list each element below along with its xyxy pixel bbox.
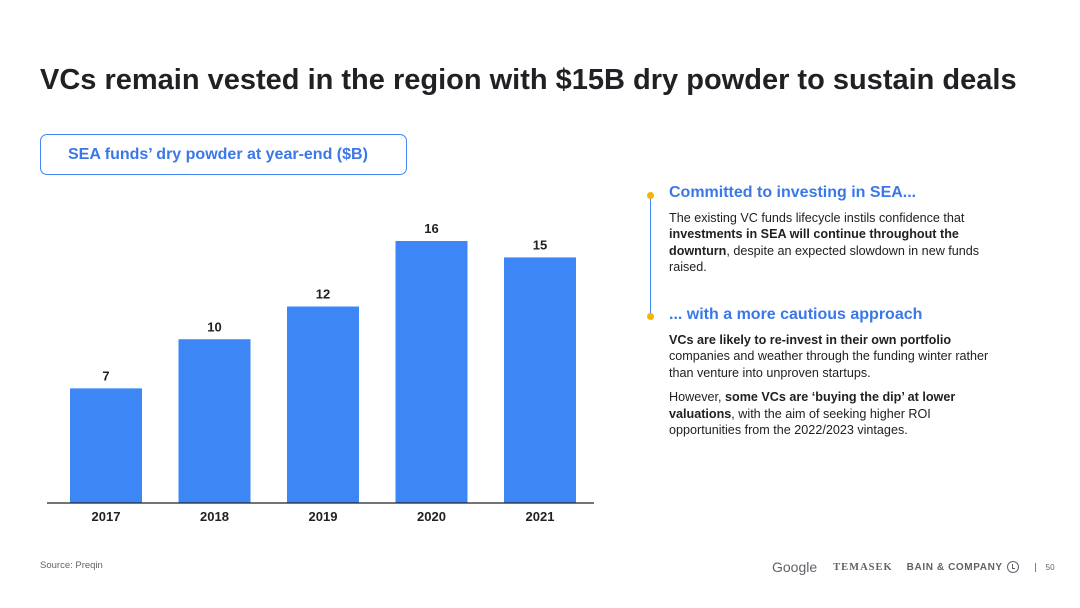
data-label-2017: 7 [102, 368, 109, 383]
x-tick-label-2019: 2019 [309, 509, 338, 524]
x-tick-label-2021: 2021 [526, 509, 555, 524]
page-number: 50 [1045, 562, 1055, 572]
bain-clock-icon [1006, 561, 1019, 573]
section-paragraph: The existing VC funds lifecycle instils … [669, 211, 980, 275]
data-label-2020: 16 [424, 221, 438, 236]
data-label-2021: 15 [533, 237, 547, 252]
section-heading: Committed to investing in SEA... [669, 184, 917, 201]
section-paragraph: However, some VCs are ‘buying the dip’ a… [669, 390, 956, 438]
section-body: The existing VC funds lifecycle instils … [669, 210, 1004, 276]
bar-2021 [504, 257, 576, 503]
timeline-dot-2 [647, 313, 654, 320]
source-note: Source: Preqin [40, 560, 103, 571]
x-tick-label-2018: 2018 [200, 509, 229, 524]
section-committed: Committed to investing in SEA... The exi… [669, 184, 1004, 284]
x-tick-label-2020: 2020 [417, 509, 446, 524]
section-cautious: ... with a more cautious approach VCs ar… [669, 306, 1004, 446]
bar-2020 [395, 241, 468, 503]
timeline-line [650, 196, 651, 316]
chart-title: SEA funds’ dry powder at year-end ($B) [68, 145, 368, 163]
chart-title-box: SEA funds’ dry powder at year-end ($B) [40, 134, 407, 175]
footer-logos: Google TEMASEK BAIN & COMPANY 50 [772, 558, 1055, 576]
temasek-logo: TEMASEK [833, 561, 893, 573]
page-title: VCs remain vested in the region with $15… [40, 64, 1017, 96]
data-label-2019: 12 [316, 287, 330, 302]
section-paragraph: VCs are likely to re-invest in their own… [669, 333, 989, 380]
data-label-2018: 10 [207, 319, 221, 334]
bar-2018 [178, 339, 251, 503]
bain-logo: BAIN & COMPANY [906, 561, 1003, 573]
section-body: VCs are likely to re-invest in their own… [669, 332, 1004, 438]
bars-group: 7 2017 10 2018 12 2019 16 2020 15 2021 [70, 221, 576, 524]
x-tick-label-2017: 2017 [92, 509, 121, 524]
bar-2017 [70, 388, 142, 503]
bar-2019 [287, 306, 359, 503]
section-heading: ... with a more cautious approach [669, 306, 923, 323]
footer-separator [1034, 562, 1036, 572]
google-logo: Google [772, 559, 818, 575]
timeline-dot-1 [647, 192, 654, 199]
